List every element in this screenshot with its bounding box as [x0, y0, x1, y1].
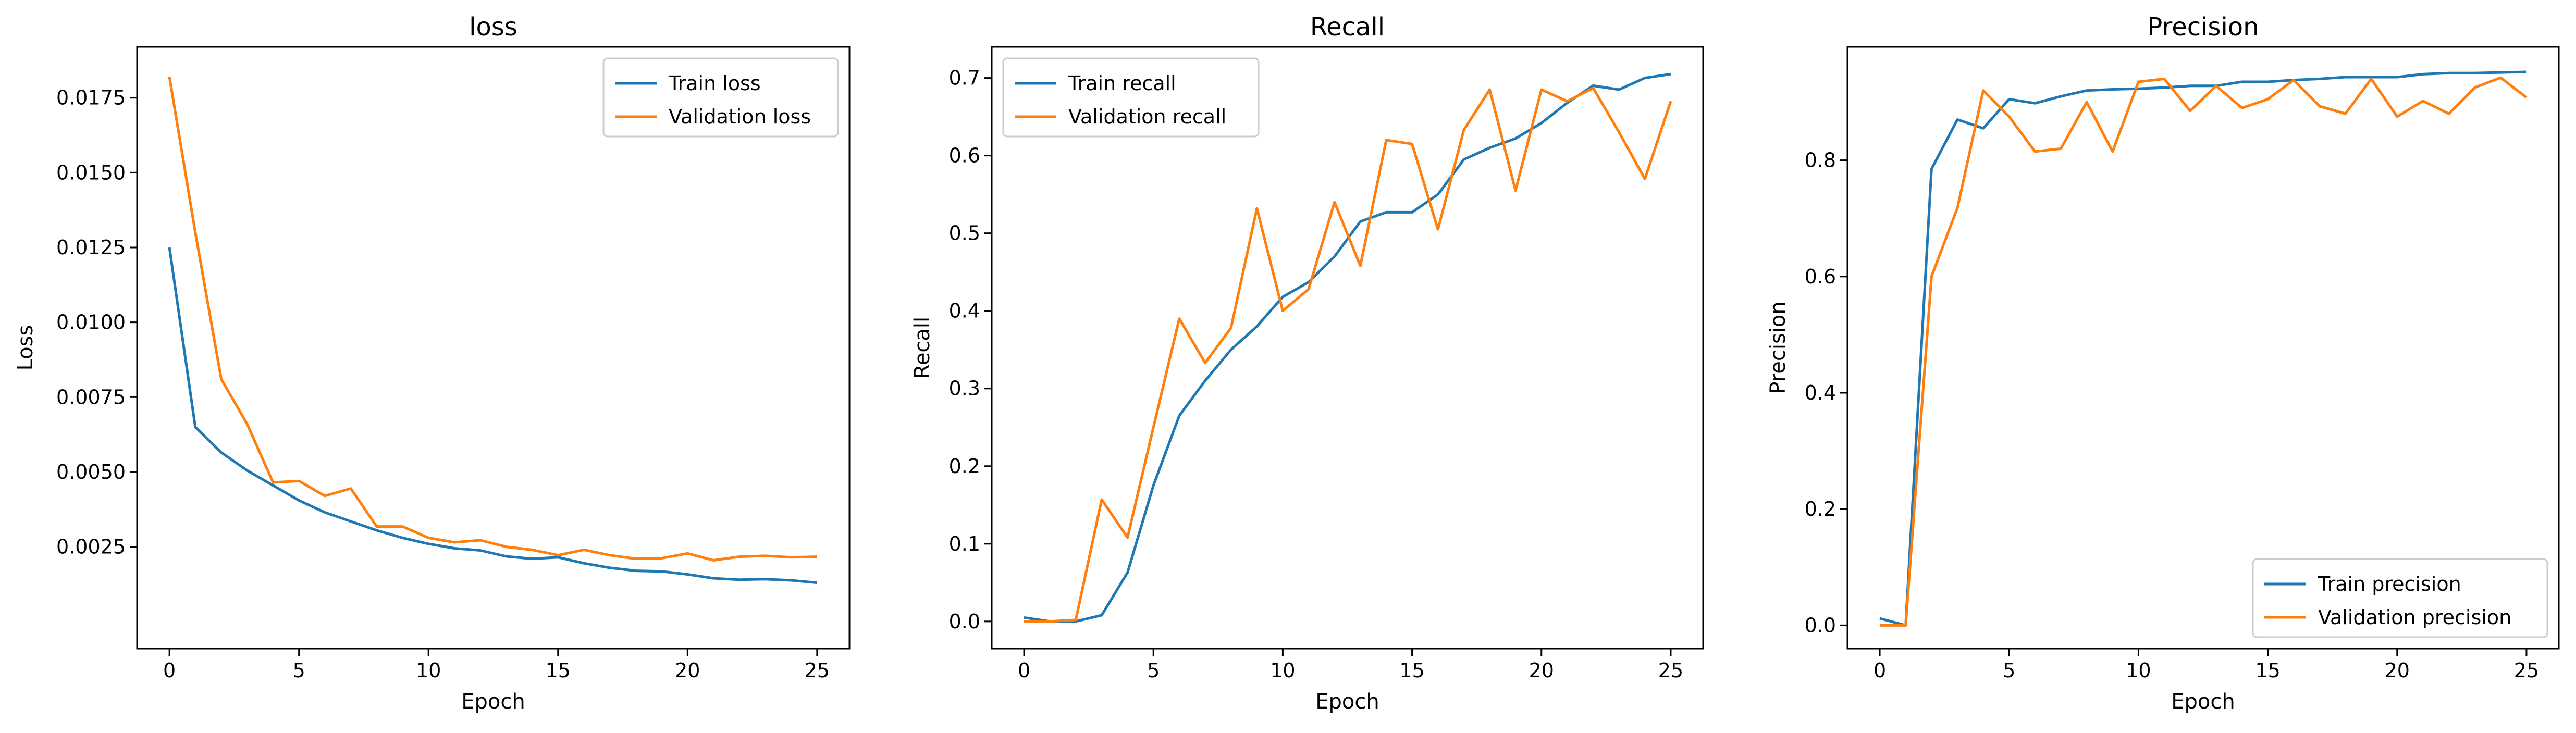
axes-frame: [136, 46, 851, 650]
y-tick-label: 0.0125: [56, 236, 126, 259]
legend-label: Validation precision: [2318, 606, 2511, 629]
legend-label: Train recall: [1068, 72, 1176, 95]
y-tick-label: 0.0: [1805, 614, 1836, 637]
y-tick-label: 0.6: [949, 144, 980, 167]
x-tick-label: 15: [2255, 659, 2280, 682]
x-tick-label: 5: [293, 659, 305, 682]
series-line: [1879, 70, 2527, 627]
legend-box: [2252, 558, 2548, 638]
x-tick-label: 20: [1529, 659, 1554, 682]
y-tick-label: 0.0150: [56, 161, 126, 184]
y-tick-label: 0.6: [1805, 265, 1836, 288]
y-tick-label: 0.2: [1805, 498, 1836, 520]
y-axis-label: Precision: [1766, 301, 1790, 394]
legend-label: Train precision: [2318, 573, 2461, 595]
y-tick-label: 0.4: [1805, 381, 1836, 404]
x-tick-label: 10: [416, 659, 441, 682]
x-tick-label: 5: [1147, 659, 1160, 682]
chart-loss: loss 0 5 10 15 20 25 0.0025 0.0050 0.0075 0.0100 0.…: [14, 13, 851, 714]
y-tick-label: 0.0175: [56, 86, 126, 109]
x-tick-label: 0: [1018, 659, 1030, 682]
x-axis-label: Epoch: [461, 690, 525, 714]
x-tick-label: 5: [2003, 659, 2015, 682]
y-tick-label: 0.5: [949, 222, 980, 245]
y-tick-label: 0.0075: [56, 386, 126, 408]
y-tick-label: 0.0100: [56, 311, 126, 334]
series-line: [168, 77, 817, 562]
y-tick-label: 0.2: [949, 455, 980, 478]
x-tick-label: 15: [1399, 659, 1424, 682]
chart-precision: Precision 0 5 10 15 20 25 0.0 0.2 0.4 0.6 0.8 Epoch P…: [1766, 13, 2560, 714]
series-line: [1024, 86, 1672, 623]
x-tick-label: 25: [805, 659, 830, 682]
y-tick-label: 0.7: [949, 67, 980, 90]
y-tick-label: 0.0: [949, 610, 980, 633]
y-tick-label: 0.0025: [56, 536, 126, 558]
x-tick-label: 10: [1270, 659, 1295, 682]
y-axis-label: Recall: [910, 317, 934, 379]
chart-title: loss: [469, 13, 517, 42]
legend-box: [1002, 57, 1260, 138]
x-tick-label: 10: [2126, 659, 2151, 682]
x-tick-label: 15: [546, 659, 571, 682]
x-axis-label: Epoch: [2171, 690, 2235, 714]
x-tick-label: 0: [1874, 659, 1886, 682]
x-tick-label: 20: [2385, 659, 2410, 682]
y-tick-label: 0.8: [1805, 149, 1836, 172]
series-line: [1880, 76, 2528, 627]
series-line: [168, 247, 818, 585]
legend-label: Validation recall: [1068, 105, 1226, 128]
legend: Train precision Validation precision: [2252, 558, 2548, 638]
x-tick-label: 25: [1658, 659, 1683, 682]
chart-title: Precision: [2147, 13, 2259, 42]
axes-frame: [991, 46, 1704, 650]
y-tick-label: 0.3: [949, 377, 980, 400]
y-tick-label: 0.1: [949, 532, 980, 555]
y-axis-label: Loss: [14, 325, 38, 371]
legend-label: Train loss: [668, 72, 761, 95]
chart-title: Recall: [1310, 13, 1385, 42]
axes-frame: [1846, 46, 2560, 650]
y-tick-label: 0.0050: [56, 461, 126, 483]
legend-box: [602, 57, 839, 138]
x-tick-label: 20: [675, 659, 700, 682]
x-tick-label: 25: [2514, 659, 2539, 682]
legend: Train loss Validation loss: [602, 57, 839, 138]
chart-recall: Recall 0 5 10 15 20 25 0.0 0.1 0.2 0.3 0.4 0.5 0.6 0.7…: [910, 13, 1704, 714]
legend: Train recall Validation recall: [1002, 57, 1260, 138]
legend-label: Validation loss: [669, 105, 811, 128]
x-tick-label: 0: [163, 659, 176, 682]
y-tick-label: 0.4: [949, 300, 980, 322]
x-axis-label: Epoch: [1315, 690, 1379, 714]
series-line: [1024, 72, 1671, 623]
